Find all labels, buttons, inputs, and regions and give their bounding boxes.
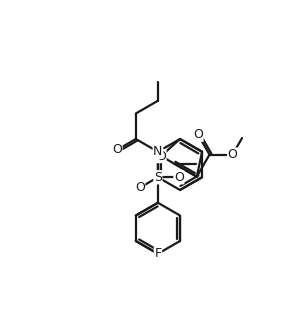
Text: S: S — [154, 171, 162, 184]
Text: O: O — [174, 171, 184, 184]
Text: N: N — [153, 145, 163, 158]
Text: O: O — [156, 150, 166, 163]
Text: O: O — [135, 181, 145, 194]
Text: O: O — [227, 148, 237, 161]
Text: F: F — [154, 247, 161, 260]
Text: O: O — [112, 143, 122, 156]
Text: O: O — [193, 128, 203, 141]
